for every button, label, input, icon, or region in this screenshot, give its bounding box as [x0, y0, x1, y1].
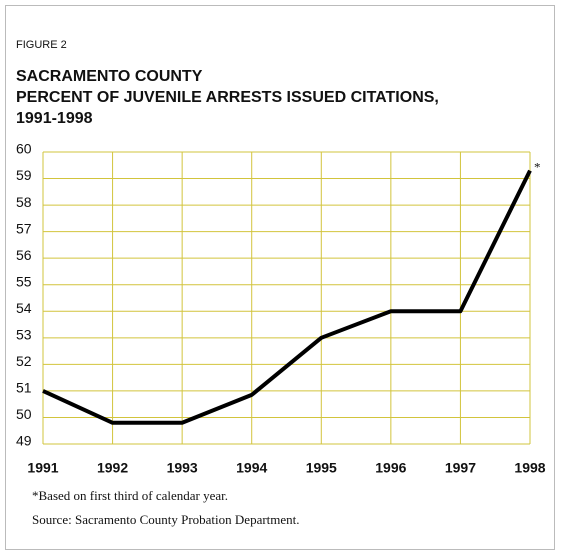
frame: [5, 5, 555, 550]
x-tick-label: 1993: [167, 460, 198, 476]
figure-label: FIGURE 2: [16, 39, 67, 51]
annotation: *: [534, 160, 541, 175]
x-tick-label: 1994: [236, 460, 267, 476]
source-note: Source: Sacramento County Probation Depa…: [32, 512, 300, 527]
y-tick-label: 53: [16, 327, 32, 343]
x-tick-label: 1996: [375, 460, 406, 476]
x-tick-label: 1998: [514, 460, 545, 476]
y-tick-label: 59: [16, 167, 32, 183]
y-tick-label: 54: [16, 300, 32, 316]
x-tick-label: 1995: [306, 460, 337, 476]
chart-title: PERCENT OF JUVENILE ARRESTS ISSUED CITAT…: [16, 89, 439, 106]
y-tick-label: 57: [16, 220, 32, 236]
y-tick-label: 58: [16, 194, 32, 210]
y-tick-label: 55: [16, 273, 32, 289]
x-tick-label: 1992: [97, 460, 128, 476]
y-tick-label: 52: [16, 353, 32, 369]
y-tick-label: 51: [16, 380, 32, 396]
chart-title: SACRAMENTO COUNTY: [16, 68, 203, 85]
y-tick-label: 60: [16, 141, 32, 157]
footnote: *Based on first third of calendar year.: [32, 488, 228, 503]
data-line: [42, 169, 532, 425]
chart-title: 1991-1998: [16, 110, 93, 127]
x-tick-label: 1997: [445, 460, 476, 476]
y-tick-label: 56: [16, 247, 32, 263]
x-tick-label: 1991: [27, 460, 58, 476]
y-tick-label: 49: [16, 433, 32, 449]
y-tick-label: 50: [16, 406, 32, 422]
